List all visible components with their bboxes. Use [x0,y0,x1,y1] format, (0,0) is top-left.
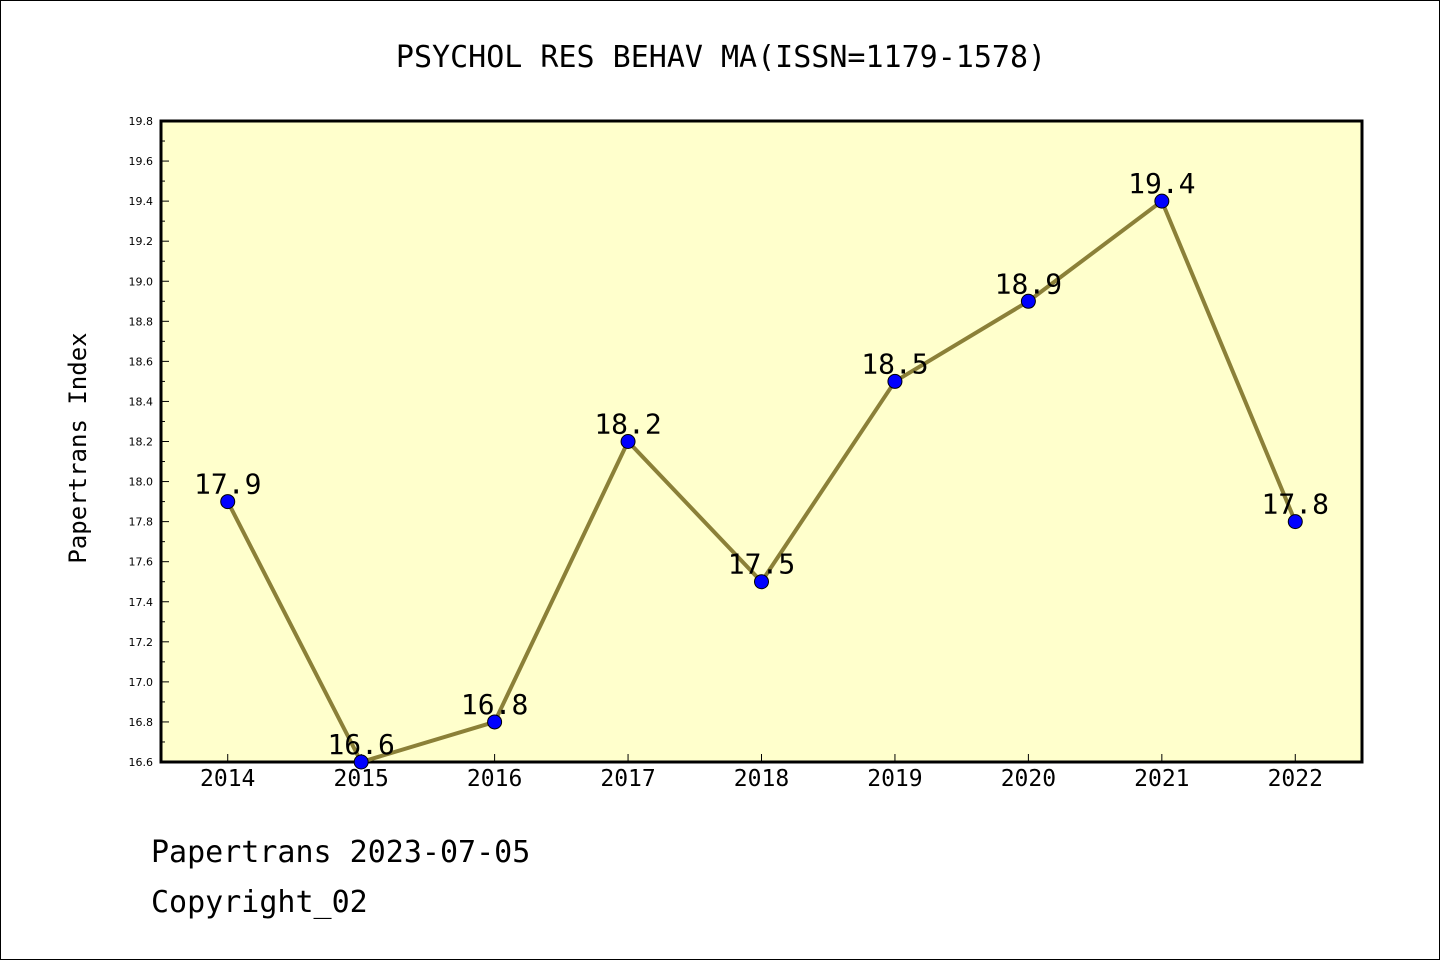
data-label: 17.9 [194,468,261,501]
y-tick-label: 19.0 [129,275,154,288]
x-tick-label: 2018 [734,766,789,792]
data-point [487,714,503,730]
y-tick-label: 19.4 [129,195,154,208]
data-point [353,754,369,770]
data-point [887,373,903,389]
data-point [220,494,236,510]
y-tick-label: 18.8 [129,315,154,328]
data-point [1020,293,1036,309]
y-tick-label: 16.6 [129,756,154,769]
y-tick-label: 18.0 [129,476,154,489]
x-tick-label: 2022 [1268,766,1323,792]
y-tick-label: 17.8 [129,516,154,529]
data-label: 18.2 [594,408,661,441]
footer-date-text: Papertrans 2023-07-05 [151,835,531,870]
x-tick-label: 2019 [867,766,922,792]
data-label-layer: 17.9 16.6 16.8 18.2 17.5 18.5 18.9 19.4 17.8 [194,167,1329,761]
y-axis-label: Papertrans Index [64,332,92,563]
y-axis-ticks: 16.6 16.8 17.0 17.2 17.4 17.6 17.8 18.0 18.2 18.4… [129,115,169,769]
y-tick-label: 18.6 [129,355,154,368]
data-label: 19.4 [1128,167,1195,200]
data-label: 17.5 [728,548,795,581]
series-layer [220,193,1303,770]
y-tick-label: 18.4 [129,395,154,408]
x-tick-label: 2017 [600,766,655,792]
x-tick-label: 2021 [1134,766,1189,792]
y-tick-label: 17.4 [129,596,154,609]
chart-title: PSYCHOL RES BEHAV MA(ISSN=1179-1578) [396,40,1046,75]
x-tick-label: 2016 [467,766,522,792]
data-label: 17.8 [1262,488,1329,521]
data-point [620,434,636,449]
y-tick-label: 18.2 [129,436,154,449]
x-tick-label: 2014 [200,766,255,792]
x-tick-label: 2015 [333,766,388,792]
y-tick-label: 19.2 [129,235,154,248]
data-label: 18.5 [861,347,928,380]
data-point [754,574,769,590]
y-tick-label: 16.8 [129,716,154,729]
footer-copyright-text: Copyright_02 [151,885,368,920]
data-label: 16.6 [327,728,394,761]
y-tick-label: 17.0 [129,676,154,689]
y-tick-label: 17.2 [129,636,154,649]
data-point [1154,193,1170,209]
data-label: 18.9 [995,267,1062,300]
y-tick-label: 17.6 [129,556,154,569]
plot-area [159,119,1364,764]
y-tick-label: 19.8 [129,115,154,128]
x-tick-label: 2020 [1001,766,1056,792]
x-axis-ticks: 2014 2015 2016 2017 2018 2019 2020 2021 2022 [200,754,1323,792]
y-tick-label: 19.6 [129,155,154,168]
data-label: 16.8 [461,688,528,721]
data-point [1287,514,1303,530]
